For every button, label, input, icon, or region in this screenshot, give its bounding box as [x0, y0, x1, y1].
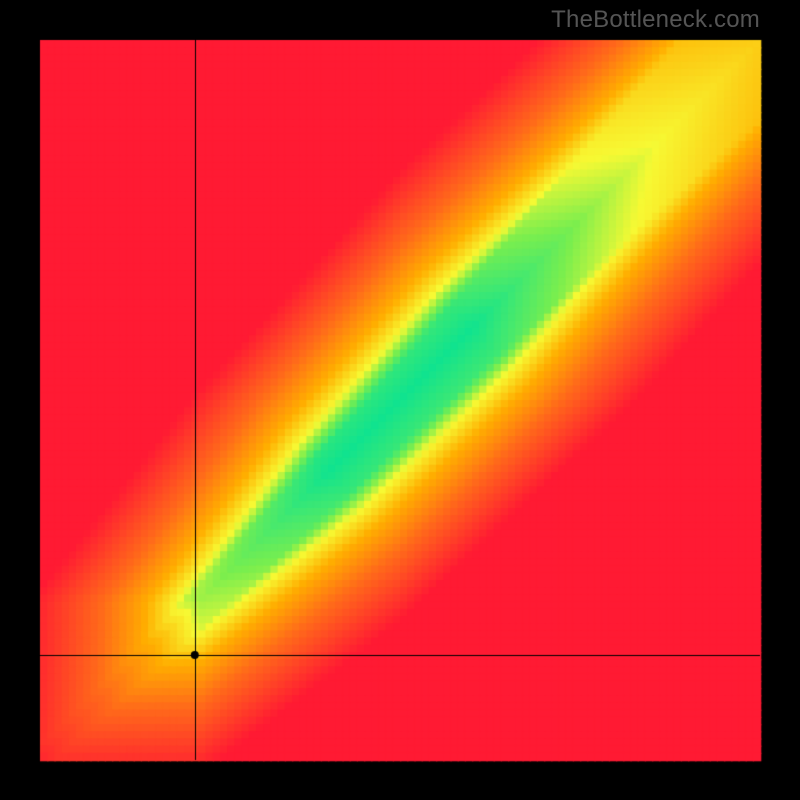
root-container: TheBottleneck.com — [0, 0, 800, 800]
bottleneck-heatmap-canvas — [0, 0, 800, 800]
watermark-text: TheBottleneck.com — [551, 6, 760, 34]
